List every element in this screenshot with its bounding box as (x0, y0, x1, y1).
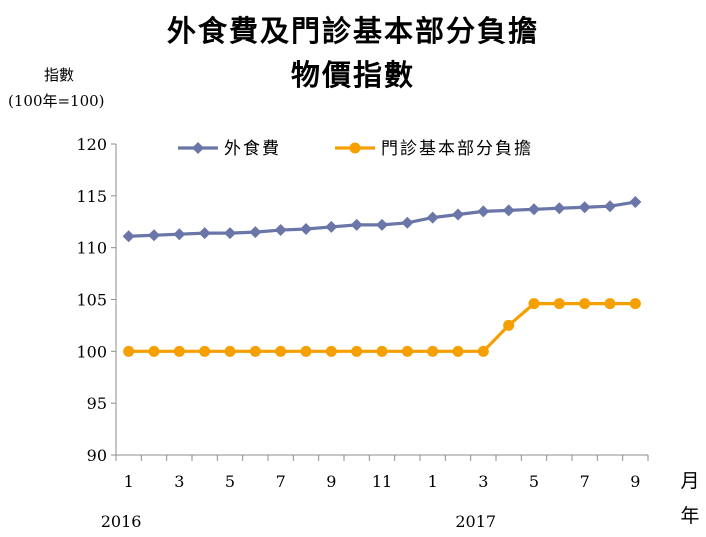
year-label: 2016 (101, 512, 142, 531)
series-2-point (173, 345, 185, 357)
series-2-point (629, 298, 641, 310)
series-2-point (148, 345, 160, 357)
series-2-point (604, 298, 616, 310)
x-axis-month-label: 月 (680, 470, 699, 492)
series-2-point (123, 345, 135, 357)
series-1-point (578, 201, 591, 214)
series-2-point (300, 345, 312, 357)
y-tick-label: 115 (76, 187, 107, 206)
x-tick-label: 7 (580, 472, 590, 491)
series-1-point (350, 218, 363, 231)
series-1-point (452, 208, 464, 221)
y-tick-label: 110 (76, 239, 107, 258)
series-2-point (427, 345, 439, 357)
series-1-point (376, 218, 388, 231)
series-2-point (275, 345, 287, 357)
series-1-point (629, 196, 642, 209)
series-1-point (553, 202, 566, 215)
legend-label: 門診基本部分負擔 (381, 139, 533, 159)
series-2-point (503, 319, 515, 331)
series-1-point (173, 228, 186, 241)
series-2-point (401, 345, 413, 357)
x-tick-label: 3 (478, 472, 488, 491)
legend-label: 外食費 (224, 139, 281, 159)
x-tick-label: 5 (225, 472, 235, 491)
series-2-point (528, 298, 540, 310)
series-2-point (199, 345, 211, 357)
y-tick-label: 95 (87, 394, 107, 413)
series-2-point (351, 345, 363, 357)
y-axis-label: 指數 (44, 66, 75, 84)
legend-marker-2 (349, 142, 361, 154)
chart-title: 外食費及門診基本部分負擔 (166, 14, 539, 48)
x-tick-label: 9 (326, 472, 336, 491)
series-2-point (224, 345, 236, 357)
series-1-point (148, 229, 160, 242)
series-1-point (198, 227, 211, 240)
series-2-point (553, 298, 565, 310)
series-1-point (249, 226, 262, 239)
y-tick-label: 105 (76, 291, 107, 310)
series-1-point (528, 203, 540, 216)
x-tick-label: 1 (428, 472, 438, 491)
x-tick-label: 11 (372, 472, 392, 491)
legend-marker-1 (192, 142, 204, 154)
x-tick-label: 1 (124, 472, 134, 491)
y-axis-unit: (100年=100) (8, 92, 105, 110)
chart-subtitle: 物價指數 (290, 58, 415, 92)
x-axis-year-label: 年 (680, 505, 699, 527)
series-1-point (426, 211, 439, 224)
x-tick-label: 9 (630, 472, 640, 491)
series-2-point (249, 345, 261, 357)
series-1-point (502, 204, 515, 217)
series-1-point (401, 216, 414, 229)
y-tick-label: 90 (87, 446, 107, 465)
series-2-point (325, 345, 337, 357)
y-tick-label: 100 (76, 342, 107, 361)
series-2-point (452, 345, 464, 357)
x-tick-label: 7 (276, 472, 286, 491)
series-1-point (122, 230, 135, 243)
series-1-point (224, 227, 236, 240)
series-1-point (604, 200, 616, 213)
series-2-point (477, 345, 489, 357)
y-tick-label: 120 (76, 135, 107, 154)
series-line-2 (128, 302, 636, 353)
series-1-point (300, 223, 312, 236)
series-2-point (376, 345, 388, 357)
year-label: 2017 (455, 512, 496, 531)
x-tick-label: 5 (529, 472, 539, 491)
series-2-point (579, 298, 591, 310)
x-tick-label: 3 (174, 472, 184, 491)
series-1-point (274, 224, 287, 237)
series-1-point (325, 220, 338, 233)
series-1-point (477, 205, 490, 218)
